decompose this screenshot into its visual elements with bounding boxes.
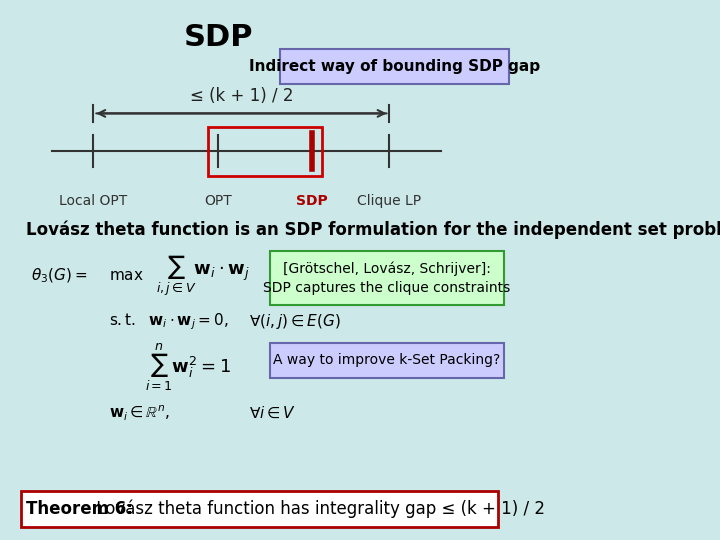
Text: $\theta_3(G) =$: $\theta_3(G) =$ <box>31 266 88 285</box>
Text: $\sum_{i=1}^{n} \mathbf{w}_i^2 = 1$: $\sum_{i=1}^{n} \mathbf{w}_i^2 = 1$ <box>145 341 232 393</box>
Text: SDP: SDP <box>184 23 253 52</box>
Text: $\mathrm{max}$: $\mathrm{max}$ <box>109 268 144 283</box>
Bar <box>270 251 504 305</box>
Bar <box>270 343 504 378</box>
Text: Indirect way of bounding SDP gap: Indirect way of bounding SDP gap <box>249 59 540 73</box>
Bar <box>280 49 509 84</box>
Text: $\mathbf{w}_i \in \mathbb{R}^n,$: $\mathbf{w}_i \in \mathbb{R}^n,$ <box>109 403 170 423</box>
Text: [Grötschel, Lovász, Schrijver]:
SDP captures the clique constraints: [Grötschel, Lovász, Schrijver]: SDP capt… <box>264 262 510 294</box>
Text: $\sum_{i,j\in V}\mathbf{w}_i \cdot \mathbf{w}_j$: $\sum_{i,j\in V}\mathbf{w}_i \cdot \math… <box>156 253 250 298</box>
Text: $\forall (i,j) \in E(G)$: $\forall (i,j) \in E(G)$ <box>249 312 341 331</box>
Text: $\mathrm{s.t.}\ \ \mathbf{w}_i \cdot \mathbf{w}_j = 0,$: $\mathrm{s.t.}\ \ \mathbf{w}_i \cdot \ma… <box>109 311 228 332</box>
Text: Theorem 6:: Theorem 6: <box>26 500 132 518</box>
Bar <box>21 491 498 526</box>
Text: $\forall i \in V$: $\forall i \in V$ <box>249 406 297 421</box>
Text: Lovász theta function has integrality gap ≤ (k + 1) / 2: Lovász theta function has integrality ga… <box>91 500 545 518</box>
Text: OPT: OPT <box>204 194 232 208</box>
Text: Clique LP: Clique LP <box>357 194 421 208</box>
Text: SDP: SDP <box>296 194 328 208</box>
Text: Local OPT: Local OPT <box>59 194 127 208</box>
Bar <box>207 127 322 176</box>
Text: Lovász theta function is an SDP formulation for the independent set problem.: Lovász theta function is an SDP formulat… <box>26 220 720 239</box>
Text: ≤ (k + 1) / 2: ≤ (k + 1) / 2 <box>189 87 293 105</box>
Text: A way to improve k-Set Packing?: A way to improve k-Set Packing? <box>273 354 500 367</box>
